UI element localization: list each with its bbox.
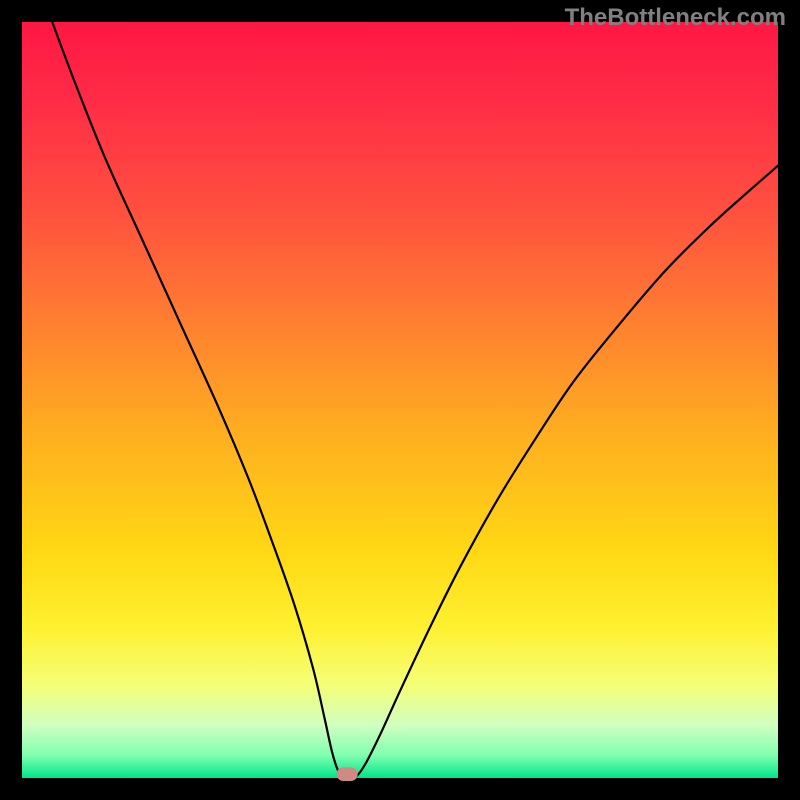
bottleneck-curve-chart [0, 0, 800, 800]
plot-gradient-background [22, 22, 778, 778]
chart-stage: TheBottleneck.com [0, 0, 800, 800]
optimal-point-marker [337, 767, 358, 781]
watermark-text: TheBottleneck.com [565, 4, 786, 32]
